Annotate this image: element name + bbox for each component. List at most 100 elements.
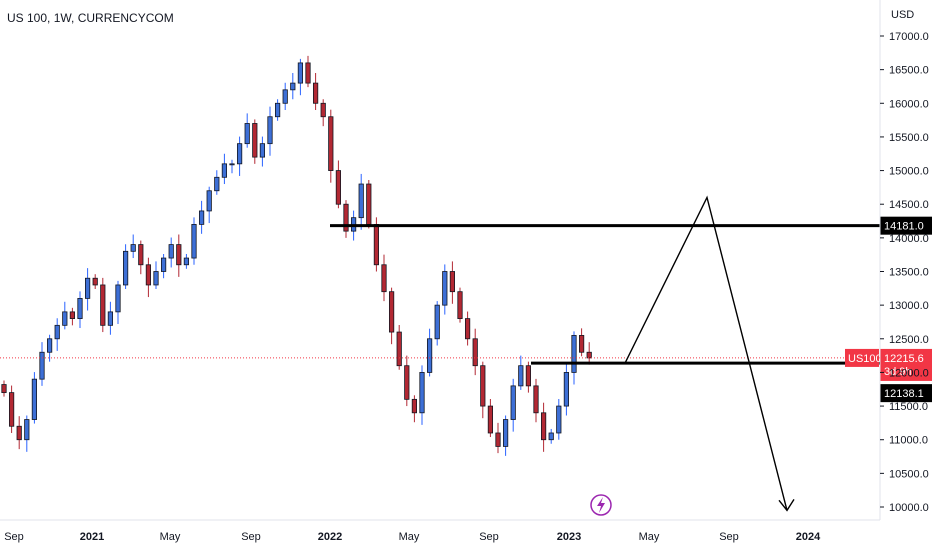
level-tag-high-bg xyxy=(880,216,932,235)
candle-body xyxy=(487,405,494,434)
candle xyxy=(107,301,113,335)
candle-body xyxy=(198,210,205,225)
candle-body xyxy=(85,277,91,299)
candle xyxy=(396,324,402,370)
drawings: 14181.0 12138.1 US100 12215.63d 9h xyxy=(0,195,932,512)
candle-body xyxy=(16,425,22,441)
candle xyxy=(54,318,60,351)
candle-body xyxy=(518,365,524,387)
candle-body xyxy=(176,244,182,266)
candle-body xyxy=(145,264,151,286)
xtick-label: 2021 xyxy=(80,531,104,543)
symbol-tag: US100 xyxy=(848,353,882,365)
symbol-tag-bg xyxy=(845,348,879,367)
ytick-label: 11000.0 xyxy=(889,435,928,447)
candle xyxy=(328,109,334,183)
candle-body xyxy=(320,102,326,118)
candle-body xyxy=(153,271,159,286)
candle-body xyxy=(115,284,121,313)
ytick-label: 12500.0 xyxy=(889,334,929,346)
xtick-label: May xyxy=(399,531,420,543)
xtick-label: Sep xyxy=(719,531,739,543)
candle-body xyxy=(426,338,433,373)
xtick-label: Sep xyxy=(479,531,499,543)
candle xyxy=(236,136,243,176)
level-tag-low-bg xyxy=(880,384,932,403)
candle xyxy=(160,254,167,279)
current-price-value: 12215.6 xyxy=(884,353,924,365)
candle-body xyxy=(510,385,516,420)
candle-body xyxy=(31,378,38,420)
candle xyxy=(411,395,418,423)
candle-body xyxy=(259,143,266,158)
candle-body xyxy=(571,335,577,373)
candle-body xyxy=(47,338,53,353)
projection-arrowhead xyxy=(778,498,795,512)
candle-body xyxy=(1,384,7,394)
candle xyxy=(252,119,258,164)
candle xyxy=(244,113,250,148)
ytick-label: 16500.0 xyxy=(889,65,929,77)
xtick-label: 2022 xyxy=(318,531,342,543)
candle-body xyxy=(419,372,425,414)
currency-label: USD xyxy=(891,9,914,21)
candle-body xyxy=(297,62,304,84)
ytick-label: 17000.0 xyxy=(889,31,929,43)
candle-body xyxy=(39,351,45,380)
xtick-label: 2024 xyxy=(796,531,821,543)
candle-body xyxy=(373,223,380,266)
candle-body xyxy=(236,143,243,165)
candle-body xyxy=(206,190,212,212)
candle-body xyxy=(274,102,281,118)
candle xyxy=(24,415,30,452)
candle-body xyxy=(579,335,585,353)
candle-body xyxy=(472,338,478,367)
candle xyxy=(16,416,22,450)
candle xyxy=(533,378,539,423)
current-price-countdown: 3d 9h xyxy=(884,366,912,378)
candle xyxy=(335,160,342,209)
candle-body xyxy=(62,311,68,326)
candle-body xyxy=(404,365,410,400)
candle xyxy=(457,287,463,323)
xtick-label: May xyxy=(160,531,181,543)
candle xyxy=(47,334,53,362)
lightning-icon[interactable] xyxy=(590,494,612,516)
candle xyxy=(206,186,212,224)
candle xyxy=(495,422,501,454)
candle xyxy=(388,287,395,345)
candle xyxy=(548,428,554,444)
candle xyxy=(8,385,15,433)
ytick-label: 15500.0 xyxy=(889,132,929,144)
candle xyxy=(510,378,516,432)
candle-body xyxy=(343,203,349,232)
axes: 10000.0 10500.0 11000.0 11500.0 12000.0 12500… xyxy=(0,0,929,543)
candle-body xyxy=(290,82,296,91)
candle-body xyxy=(229,163,235,166)
candle xyxy=(579,328,585,357)
candle xyxy=(168,237,174,268)
candle-body xyxy=(252,123,258,158)
candle xyxy=(77,291,83,329)
candle xyxy=(480,361,486,419)
candle-body xyxy=(54,324,60,340)
candle-body xyxy=(183,257,189,266)
candle xyxy=(153,261,159,289)
candle xyxy=(274,99,281,121)
candle xyxy=(312,73,319,111)
candle xyxy=(518,355,524,390)
candle xyxy=(449,261,456,304)
candles xyxy=(1,55,592,456)
candle-body xyxy=(92,277,98,286)
candle-body xyxy=(100,284,106,326)
xtick-label: Sep xyxy=(4,531,24,543)
candle xyxy=(214,170,220,195)
candle-body xyxy=(480,365,486,407)
candle-body xyxy=(335,170,342,205)
candle xyxy=(305,55,311,88)
candle xyxy=(229,159,235,174)
candle-body xyxy=(305,62,311,84)
candle xyxy=(419,365,425,425)
